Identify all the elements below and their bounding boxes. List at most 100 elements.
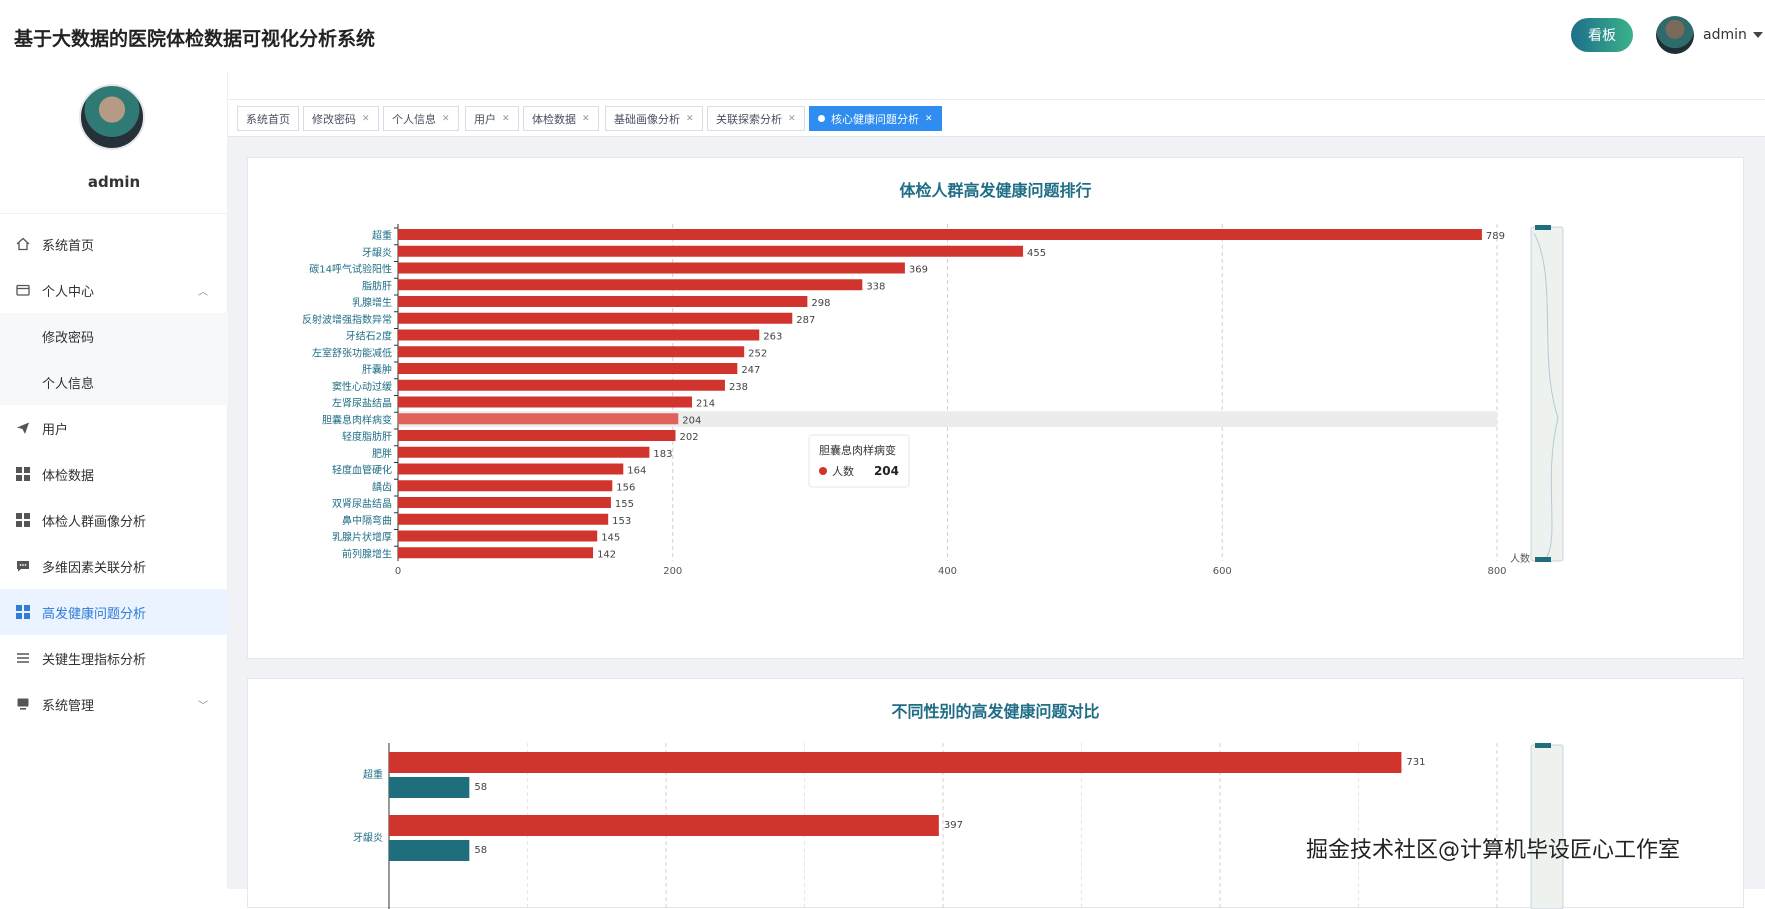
ranking-bar-chart[interactable]: 超重 789 牙龈炎 455 碳14呼气试验阳性 369 脂肪肝 338 乳腺增生 298 反射波增…	[248, 158, 1745, 660]
bar	[398, 245, 1024, 257]
home-icon	[16, 237, 30, 251]
tab-core-health[interactable]: 核心健康问题分析 ✕	[809, 106, 942, 131]
data-label: 145	[601, 533, 620, 544]
bar	[398, 463, 624, 475]
gender-bar-chart[interactable]: 超重 731 58 牙龈炎 397 58	[248, 679, 1745, 909]
sidebar-item-change-password[interactable]: 修改密码	[0, 313, 228, 359]
zoom-slider	[1530, 226, 1564, 562]
grid-icon	[16, 467, 30, 481]
close-icon[interactable]: ✕	[362, 113, 370, 124]
data-label: 142	[597, 549, 616, 560]
data-label: 397	[944, 820, 963, 831]
bar	[398, 413, 679, 425]
y-tick-label: 乳腺片状增厚	[332, 531, 392, 544]
data-label: 58	[474, 845, 487, 856]
sidebar-item-personal-center[interactable]: 个人中心 ︿	[0, 267, 228, 313]
sidebar-item-vital-indicators[interactable]: 关键生理指标分析	[0, 635, 228, 681]
tooltip	[808, 434, 910, 488]
tabs-bar: 系统首页 修改密码 ✕ 个人信息 ✕ 用户 ✕ 体检数据 ✕ 基础画像分析 ✕ 关联探索分…	[228, 99, 1765, 137]
x-tick-label: 600	[1213, 566, 1232, 577]
username-label: admin	[1703, 27, 1747, 43]
tab-basic-portrait[interactable]: 基础画像分析 ✕	[605, 106, 703, 131]
tab-label: 核心健康问题分析	[831, 112, 919, 126]
sidebar-item-profile[interactable]: 个人信息	[0, 359, 228, 405]
bar	[398, 279, 863, 291]
top-bar: 基于大数据的医院体检数据可视化分析系统 看板 admin	[0, 0, 1765, 72]
chevron-up-icon: ︿	[198, 286, 208, 298]
data-label: 204	[682, 415, 701, 426]
sidebar-item-correlation-analysis[interactable]: 多维因素关联分析	[0, 543, 228, 589]
chart-title: 不同性别的高发健康问题对比	[891, 702, 1100, 721]
data-label: 247	[741, 365, 760, 376]
bar	[398, 396, 692, 408]
chart-card-ranking: 体检人群高发健康问题排行 超重 789 牙龈炎 455 碳14呼气试验阳性 369 脂肪肝 3…	[247, 157, 1744, 659]
sidebar-item-label: 高发健康问题分析	[42, 606, 147, 622]
app-title: 基于大数据的医院体检数据可视化分析系统	[14, 28, 376, 50]
zoom-handle-bottom	[1535, 557, 1551, 562]
kanban-button[interactable]: 看板	[1571, 18, 1633, 52]
sidebar-item-home[interactable]: 系统首页	[0, 221, 228, 267]
tab-home[interactable]: 系统首页	[237, 106, 299, 131]
tab-label: 个人信息	[392, 112, 436, 126]
x-tick-label: 800	[1487, 566, 1506, 577]
y-tick-label: 胆囊息肉样病变	[322, 413, 392, 426]
sidebar-item-exam-data[interactable]: 体检数据	[0, 451, 228, 497]
tab-label: 系统首页	[246, 112, 290, 126]
sidebar-item-system-admin[interactable]: 系统管理 ﹀	[0, 681, 228, 727]
y-tick-label: 鼻中隔弯曲	[342, 514, 392, 527]
sidebar-item-portrait-analysis[interactable]: 体检人群画像分析	[0, 497, 228, 543]
x-tick-label: 200	[663, 566, 682, 577]
y-tick-label: 左肾尿盐结晶	[332, 397, 392, 410]
main-content: 体检人群高发健康问题排行 超重 789 牙龈炎 455 碳14呼气试验阳性 369 脂肪肝 3…	[228, 137, 1765, 909]
bar	[398, 379, 725, 391]
tab-users[interactable]: 用户 ✕	[465, 106, 519, 131]
sidebar-item-health-issues[interactable]: 高发健康问题分析	[0, 589, 228, 635]
tab-correlation[interactable]: 关联探索分析 ✕	[707, 106, 805, 131]
zoom-slider	[1530, 744, 1564, 909]
zoom-slider-preview	[1533, 232, 1559, 559]
chat-icon	[16, 559, 30, 573]
data-label: 369	[909, 265, 928, 276]
tab-exam-data[interactable]: 体检数据 ✕	[523, 106, 599, 131]
close-icon[interactable]: ✕	[502, 113, 510, 124]
zoom-handle-top	[1535, 743, 1551, 748]
tab-profile[interactable]: 个人信息 ✕	[383, 106, 459, 131]
bar	[398, 229, 1482, 240]
x-tick-label: 400	[938, 566, 957, 577]
data-label: 263	[763, 332, 782, 343]
sidebar-item-label: 系统管理	[42, 698, 95, 714]
close-icon[interactable]: ✕	[925, 113, 933, 124]
tab-label: 基础画像分析	[614, 112, 680, 126]
sidebar-item-label: 修改密码	[42, 330, 95, 346]
bar	[398, 446, 650, 458]
close-icon[interactable]: ✕	[788, 113, 796, 124]
user-menu[interactable]: admin	[1703, 27, 1763, 43]
tooltip-series: 人数	[832, 465, 854, 478]
close-icon[interactable]: ✕	[442, 113, 450, 124]
y-tick-label: 轻度血管硬化	[332, 464, 392, 477]
y-tick-label: 前列腺增生	[342, 547, 392, 560]
sidebar-item-label: 多维因素关联分析	[42, 560, 147, 576]
avatar[interactable]	[1656, 16, 1694, 54]
close-icon[interactable]: ✕	[582, 113, 590, 124]
bar	[389, 777, 470, 798]
data-label: 731	[1406, 757, 1425, 768]
data-label: 58	[474, 782, 487, 793]
sidebar-item-label: 关键生理指标分析	[42, 652, 147, 668]
bar	[398, 329, 760, 341]
close-icon[interactable]: ✕	[686, 113, 694, 124]
divider	[0, 213, 228, 214]
bar	[389, 840, 470, 861]
data-label: 153	[612, 516, 631, 527]
y-tick-label: 牙龈炎	[362, 246, 392, 259]
y-tick-label: 肥胖	[372, 448, 392, 460]
y-tick-label: 碳14呼气试验阳性	[309, 263, 392, 276]
sidebar-item-users[interactable]: 用户	[0, 405, 228, 451]
tab-change-password[interactable]: 修改密码 ✕	[303, 106, 379, 131]
data-label: 202	[679, 432, 698, 443]
chart-card-gender: 不同性别的高发健康问题对比 超重 731 58 牙龈炎 397 58	[247, 678, 1745, 909]
chevron-down-icon: ﹀	[198, 700, 208, 712]
sidebar: admin 系统首页 个人中心 ︿ 修改密码 个人信息 用户	[0, 72, 228, 889]
y-tick-label: 轻度脂肪肝	[342, 430, 392, 443]
bar	[398, 296, 808, 307]
